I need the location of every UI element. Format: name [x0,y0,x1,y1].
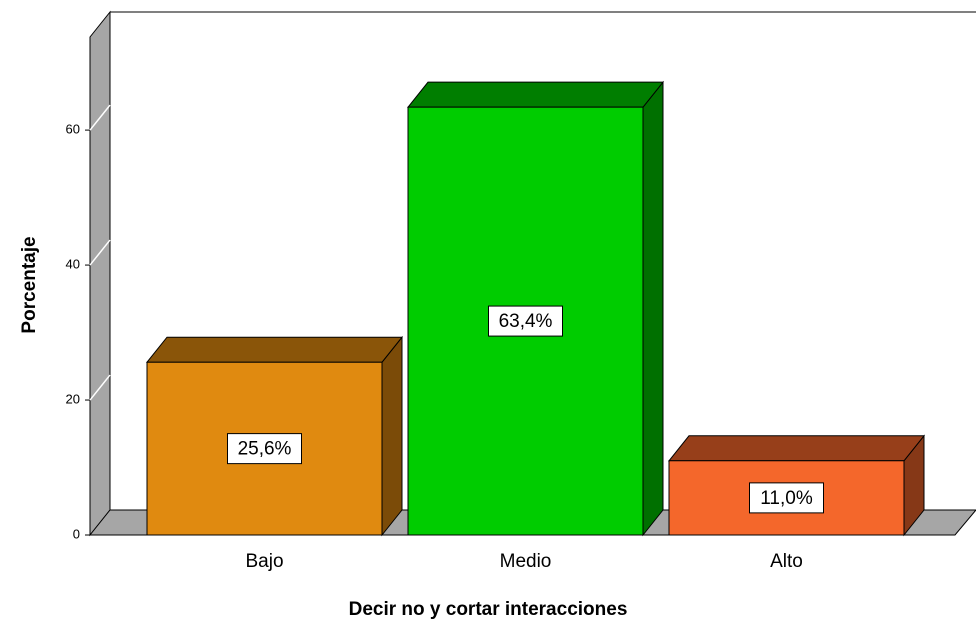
grid-line [89,239,111,266]
value-label: 25,6% [238,439,292,460]
bar-side [642,80,664,537]
back-wall [89,10,111,537]
bar-top [667,435,926,462]
x-tick-label: Alto [770,551,803,572]
y-tick-label: 0 [73,526,80,541]
bar-top [406,81,665,108]
y-tick-label: 60 [66,122,80,137]
value-label: 11,0% [760,488,813,509]
y-axis-label: Porcentaje [19,236,40,333]
grid-line [89,104,111,131]
grid-line [89,374,111,401]
y-tick-label: 20 [66,391,80,406]
x-tick-label: Bajo [245,551,283,572]
value-label-box [227,433,302,465]
x-axis-label: Decir no y cortar interacciones [349,599,628,620]
x-tick-label: Medio [500,551,552,572]
value-label-box [488,305,563,337]
value-label: 63,4% [499,311,553,332]
value-label-box [749,482,824,514]
bar-top [145,336,404,363]
y-tick-label: 40 [66,257,80,272]
bar-side [381,335,403,537]
